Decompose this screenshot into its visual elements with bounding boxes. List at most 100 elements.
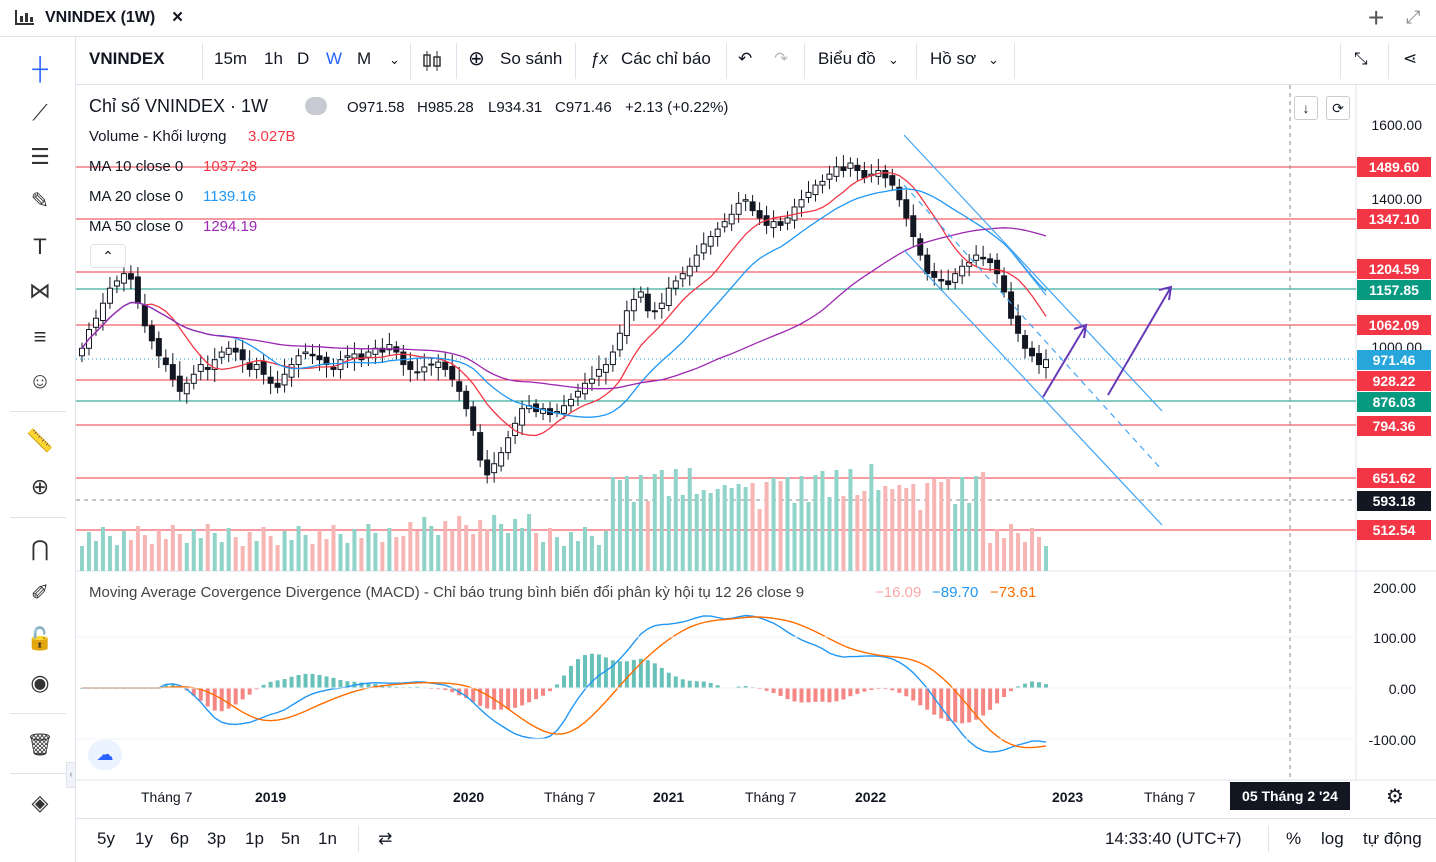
- candle-type-icon[interactable]: [421, 49, 443, 73]
- lock-icon[interactable]: 🔓: [26, 626, 54, 651]
- candle-body: [351, 353, 358, 359]
- close-icon[interactable]: ×: [172, 7, 184, 28]
- volume-bar: [617, 480, 622, 571]
- indicators-button[interactable]: Các chỉ báo: [621, 49, 711, 68]
- chart-icon: [15, 10, 34, 25]
- fib-icon[interactable]: ☰: [30, 144, 50, 169]
- share-icon[interactable]: ⋖: [1403, 49, 1418, 68]
- chart-type-button[interactable]: Biểu đồ: [818, 49, 876, 68]
- trash-icon[interactable]: 🗑: [26, 732, 54, 757]
- undo-icon[interactable]: ↶: [738, 49, 753, 68]
- candle-body: [833, 166, 840, 177]
- symbol-search[interactable]: VNINDEX: [89, 49, 165, 68]
- date-range-icon[interactable]: ⇄: [378, 829, 393, 848]
- lock-drawing-icon[interactable]: ✐: [30, 580, 50, 605]
- ma10-line: [81, 172, 1047, 437]
- candle-body: [330, 366, 337, 370]
- tradingview-logo-icon[interactable]: ☁: [88, 740, 122, 770]
- candle-body: [232, 347, 239, 353]
- prediction-icon[interactable]: ≡: [33, 324, 47, 349]
- interval-m[interactable]: M: [357, 49, 372, 68]
- layers-icon[interactable]: ◈: [31, 790, 49, 815]
- indicators-icon[interactable]: ƒx: [590, 49, 608, 68]
- macd-histogram-bar: [471, 688, 476, 703]
- log-toggle[interactable]: log: [1321, 829, 1344, 848]
- top-toolbar: VNINDEX 15m 1h D W M ⌄ ⊕ So sánh ƒx Các …: [76, 37, 1436, 85]
- settings-gear-icon[interactable]: ⚙: [1386, 786, 1404, 808]
- range-3p[interactable]: 3p: [207, 829, 226, 848]
- scroll-down-icon[interactable]: ↓: [1294, 96, 1318, 120]
- price-chart[interactable]: [76, 85, 1436, 781]
- compare-icon[interactable]: ⊕: [468, 48, 485, 70]
- candle-body: [211, 359, 218, 370]
- candle-body: [463, 390, 470, 410]
- volume-bar: [191, 529, 196, 571]
- volume-bar: [317, 530, 322, 571]
- collapse-toolbar-icon[interactable]: ‹: [66, 762, 76, 788]
- volume-bar: [380, 542, 385, 571]
- range-6p[interactable]: 6p: [170, 829, 189, 848]
- percent-toggle[interactable]: %: [1286, 829, 1302, 848]
- eye-icon[interactable]: ◉: [30, 670, 50, 695]
- crosshair-icon[interactable]: ┼: [32, 56, 48, 81]
- range-5y[interactable]: 5y: [97, 829, 115, 848]
- fullscreen-icon[interactable]: ⤡: [1354, 49, 1368, 68]
- interval-w[interactable]: W: [326, 49, 343, 68]
- macd-histogram-bar: [589, 653, 594, 688]
- candle-body: [630, 298, 637, 312]
- macd-histogram-bar: [226, 688, 231, 709]
- volume-bar: [610, 477, 615, 571]
- volume-bar: [233, 537, 238, 571]
- macd-histogram-bar: [1009, 688, 1014, 692]
- macd-histogram-bar: [310, 673, 315, 688]
- macd-histogram-bar: [296, 675, 301, 688]
- macd-histogram-bar: [359, 682, 364, 688]
- add-icon[interactable]: +: [1368, 2, 1385, 33]
- candle-body: [309, 353, 316, 357]
- volume-bar: [100, 527, 105, 571]
- reset-icon[interactable]: ⟳: [1326, 96, 1350, 120]
- magnet-icon[interactable]: ⋂: [30, 536, 50, 561]
- macd-histogram-bar: [205, 688, 210, 707]
- volume-bar: [142, 535, 147, 571]
- ruler-icon[interactable]: 📏: [26, 428, 54, 453]
- redo-icon[interactable]: ↷: [774, 49, 789, 68]
- volume-bar: [135, 526, 140, 571]
- emoji-icon[interactable]: ☺: [28, 368, 52, 393]
- collapse-legend-icon[interactable]: ⌃: [90, 244, 126, 268]
- range-1y[interactable]: 1y: [135, 829, 153, 848]
- trend-line-icon[interactable]: ⟋: [32, 100, 48, 125]
- candle-body: [190, 373, 197, 384]
- macd-histogram-bar: [883, 688, 888, 690]
- macd-histogram-bar: [778, 688, 783, 696]
- compare-button[interactable]: So sánh: [500, 49, 563, 68]
- volume-bar: [86, 532, 91, 571]
- title-bar: VNINDEX (1W) × + ⤢: [0, 0, 1436, 37]
- volume-value: 3.027B: [248, 128, 296, 145]
- range-1n[interactable]: 1n: [318, 829, 337, 848]
- profile-button[interactable]: Hồ sơ: [930, 49, 977, 68]
- interval-15m[interactable]: 15m: [214, 49, 248, 68]
- auto-toggle[interactable]: tự động: [1363, 829, 1422, 848]
- time-label: Tháng 7: [141, 789, 193, 805]
- chevron-down-icon[interactable]: ⌄: [988, 52, 999, 67]
- text-icon[interactable]: T: [33, 234, 47, 259]
- volume-bar: [764, 482, 769, 571]
- volume-bar: [436, 535, 441, 571]
- pattern-icon[interactable]: ⋈: [29, 278, 51, 303]
- volume-bar: [659, 470, 664, 571]
- chevron-down-icon[interactable]: ⌄: [389, 52, 400, 67]
- hide-toggle-icon[interactable]: [305, 97, 327, 115]
- interval-1h[interactable]: 1h: [264, 49, 283, 68]
- range-1p[interactable]: 1p: [245, 829, 264, 848]
- candle-body: [414, 371, 421, 374]
- interval-d[interactable]: D: [297, 49, 310, 68]
- range-5n[interactable]: 5n: [281, 829, 300, 848]
- expand-icon[interactable]: ⤢: [1406, 7, 1421, 27]
- time-label: 2021: [653, 789, 685, 805]
- chevron-down-icon[interactable]: ⌄: [888, 52, 899, 67]
- volume-bar: [261, 527, 266, 571]
- candle-body: [470, 406, 477, 431]
- zoom-in-icon[interactable]: ⊕: [30, 474, 50, 499]
- brush-icon[interactable]: ✎: [30, 188, 50, 213]
